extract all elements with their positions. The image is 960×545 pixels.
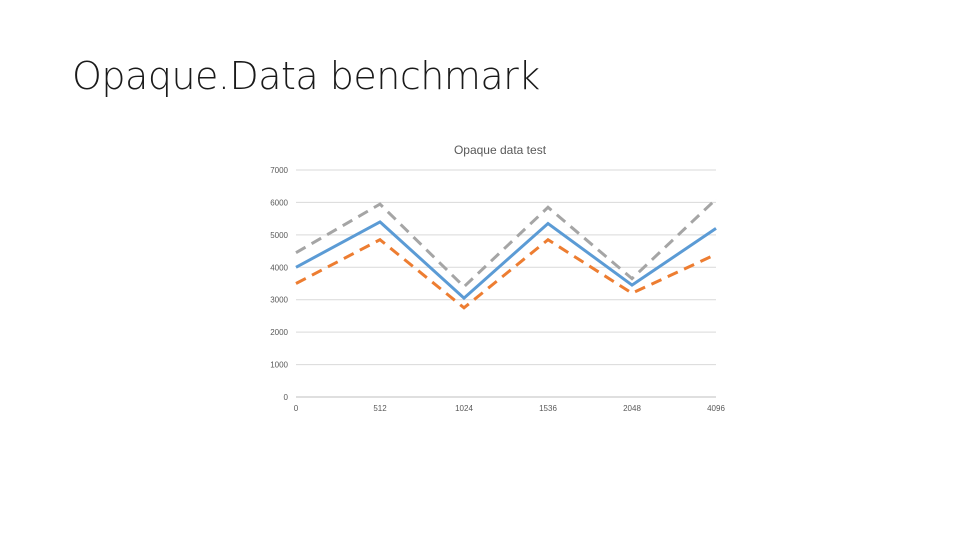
- y-axis-tick-labels: 0 1000 2000 3000 4000 5000 6000 7000: [270, 166, 288, 402]
- x-tick-label: 0: [294, 404, 299, 413]
- chart-series: [296, 199, 716, 308]
- y-tick-label: 0: [284, 393, 289, 402]
- x-tick-label: 2048: [623, 404, 641, 413]
- x-tick-label: 1536: [539, 404, 557, 413]
- x-tick-label: 512: [373, 404, 387, 413]
- y-tick-label: 6000: [270, 198, 288, 207]
- y-tick-label: 1000: [270, 361, 288, 370]
- y-tick-label: 3000: [270, 296, 288, 305]
- y-tick-label: 7000: [270, 166, 288, 175]
- x-axis-tick-labels: 0 512 1024 1536 2048 4096: [294, 404, 726, 413]
- series-line-3: [296, 240, 716, 308]
- x-tick-label: 4096: [707, 404, 725, 413]
- y-tick-label: 5000: [270, 231, 288, 240]
- y-tick-label: 4000: [270, 263, 288, 272]
- chart-title: Opaque data test: [454, 143, 547, 157]
- y-tick-label: 2000: [270, 328, 288, 337]
- x-tick-label: 1024: [455, 404, 473, 413]
